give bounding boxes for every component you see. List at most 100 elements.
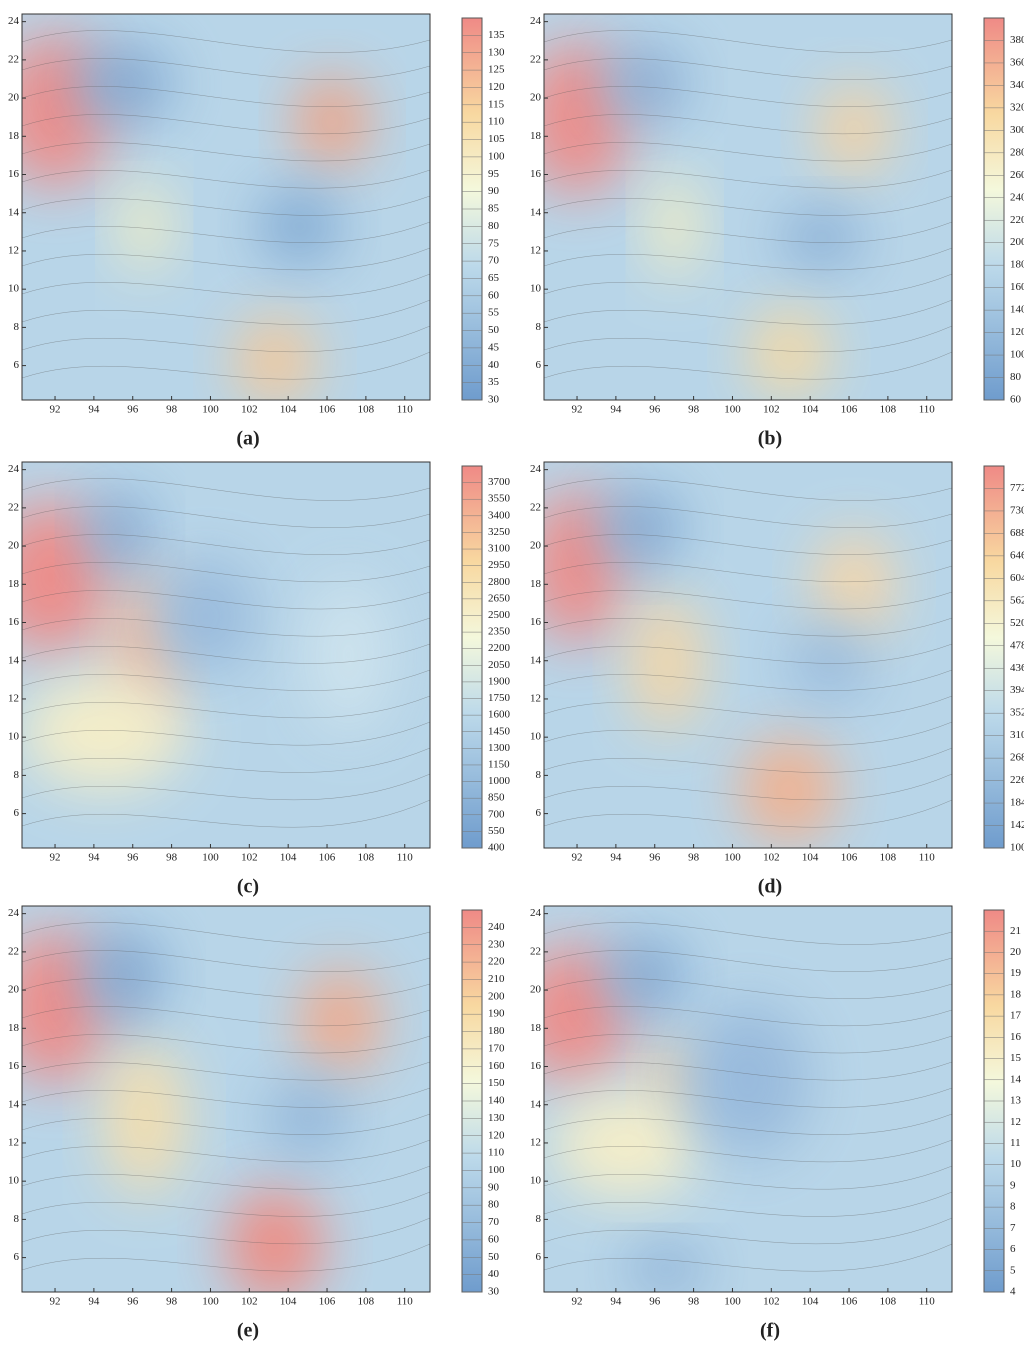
colorbar-tick-label: 562 (1010, 594, 1024, 606)
colorbar-tick-label: 60 (488, 289, 500, 301)
x-tick-label: 106 (841, 1296, 858, 1308)
colorbar-tick-label: 1900 (488, 675, 511, 687)
contour-line (22, 351, 430, 380)
y-tick-label: 10 (8, 731, 20, 743)
colorbar-tick-label: 220 (1010, 214, 1024, 226)
y-tick-label: 8 (14, 321, 20, 333)
contour-line (544, 325, 952, 353)
colorbar-tick-label: 100 (488, 1164, 505, 1176)
colorbar-tick-label: 75 (488, 237, 500, 249)
colorbar-tick-label: 80 (488, 220, 500, 232)
field-blob (226, 1187, 324, 1292)
colorbar-tick-label: 1150 (488, 758, 510, 770)
colorbar-tick-label: 80 (488, 1199, 500, 1211)
colorbar-tick-label: 394 (1010, 684, 1024, 696)
colorbar (983, 17, 1005, 401)
y-tick-label: 14 (530, 206, 542, 218)
y-tick-label: 6 (536, 1251, 542, 1263)
plot-frame (543, 905, 953, 1293)
field-blob (817, 83, 891, 177)
y-tick-label: 16 (530, 616, 542, 628)
colorbar-tick-label: 1000 (488, 775, 511, 787)
colorbar-tick-label: 16 (1010, 1031, 1022, 1043)
x-tick-label: 94 (88, 1296, 100, 1308)
contour-line (544, 273, 952, 298)
x-tick-label: 110 (397, 404, 414, 416)
contour-line (22, 773, 430, 801)
y-tick-label: 20 (8, 92, 20, 104)
y-tick-label: 12 (8, 1136, 19, 1148)
colorbar-tick-label: 2050 (488, 659, 511, 671)
colorbar-tick-label: 125 (488, 64, 505, 76)
x-tick-label: 94 (610, 404, 622, 416)
y-tick-label: 10 (530, 731, 542, 743)
colorbar-tick-label: 60 (488, 1233, 500, 1245)
x-tick-label: 92 (572, 852, 583, 864)
contour-line (22, 1243, 430, 1272)
y-tick-label: 12 (530, 1136, 541, 1148)
contour-line (544, 978, 952, 999)
x-tick-label: 108 (880, 404, 897, 416)
field-blob (75, 44, 173, 123)
colorbar-tick-label: 310 (1010, 729, 1024, 741)
x-tick-label: 104 (280, 1296, 297, 1308)
colorbar (983, 465, 1005, 849)
contour-line (22, 950, 430, 972)
contour-line (22, 114, 430, 135)
x-tick-label: 108 (880, 1296, 897, 1308)
colorbar-tick-label: 120 (488, 1129, 505, 1141)
field-blob (650, 172, 700, 281)
colorbar-tick-label: 688 (1010, 527, 1024, 539)
y-tick-label: 10 (530, 283, 542, 295)
x-tick-label: 106 (841, 852, 858, 864)
x-tick-label: 94 (610, 1296, 622, 1308)
contour-line (544, 721, 952, 746)
colorbar-tick-label: 772 (1010, 482, 1024, 494)
x-tick-label: 98 (688, 852, 700, 864)
contour-field (22, 922, 430, 1292)
contour-field (22, 30, 430, 400)
field-blob (605, 936, 687, 1015)
contour-line (22, 1113, 430, 1135)
panel: 92 94 96 98 100 102 104 106 108 110 6 8 10 12 14 16 18 20… (8, 905, 505, 1342)
x-tick-label: 104 (802, 1296, 819, 1308)
x-tick-label: 106 (319, 1296, 336, 1308)
y-tick-label: 20 (530, 92, 542, 104)
x-tick-label: 92 (572, 404, 583, 416)
colorbar-tick-label: 50 (488, 324, 500, 336)
colorbar-tick-label: 30 (488, 394, 500, 406)
x-tick-label: 106 (319, 404, 336, 416)
field-blob (258, 187, 341, 265)
contour-line (22, 30, 430, 53)
contour-line (22, 978, 430, 999)
field-blob (234, 315, 316, 400)
y-tick-label: 22 (530, 501, 541, 513)
colorbar-tick-label: 12 (1010, 1116, 1021, 1128)
contour-line (544, 506, 952, 528)
x-tick-label: 94 (88, 852, 100, 864)
contour-line (544, 950, 952, 972)
contour-line (22, 695, 430, 719)
contour-line (544, 617, 952, 637)
y-tick-label: 14 (530, 1098, 542, 1110)
x-tick-label: 100 (202, 404, 219, 416)
x-tick-label: 98 (166, 404, 178, 416)
colorbar-tick-label: 140 (1010, 304, 1024, 316)
x-tick-label: 98 (166, 1296, 178, 1308)
contour-line (22, 590, 430, 610)
colorbar-tick-label: 8 (1010, 1201, 1016, 1213)
colorbar-tick-label: 20 (1010, 946, 1022, 958)
y-tick-label: 8 (14, 1213, 20, 1225)
x-tick-label: 102 (763, 852, 780, 864)
x-tick-label: 108 (358, 404, 375, 416)
x-tick-label: 104 (280, 852, 297, 864)
field-blob (686, 1002, 810, 1157)
colorbar-tick-label: 550 (488, 825, 505, 837)
field-blob (788, 624, 871, 702)
colorbar-tick-label: 40 (488, 359, 500, 371)
contour-line (544, 142, 952, 162)
contour-line (544, 114, 952, 135)
contour-line (544, 1113, 952, 1135)
contour-line (22, 221, 430, 243)
contour-line (22, 142, 430, 162)
